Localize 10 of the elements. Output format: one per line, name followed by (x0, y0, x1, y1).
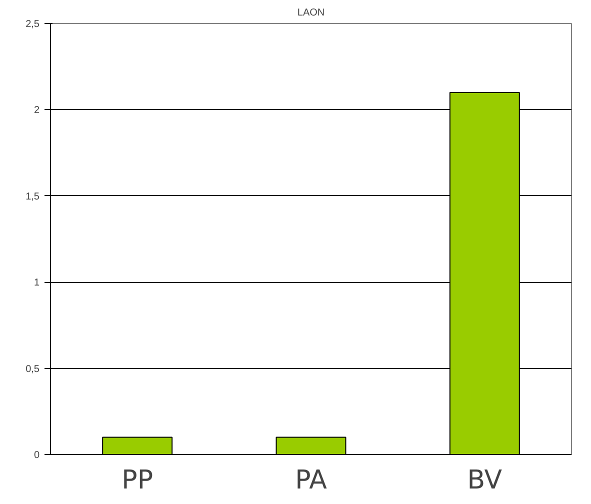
y-tick-label: 0 (34, 450, 40, 461)
y-tick-label: 1 (34, 278, 40, 289)
y-tick-label: 1,5 (26, 191, 40, 202)
chart-title: LAON (297, 8, 325, 18)
y-tick-label: 0,5 (26, 364, 40, 375)
x-tick-label: BV (467, 466, 502, 496)
y-tick-label: 2,5 (26, 19, 40, 30)
x-tick-label: PP (122, 466, 154, 496)
x-tick-label: PA (295, 466, 328, 496)
y-tick-label: 2 (34, 105, 40, 116)
